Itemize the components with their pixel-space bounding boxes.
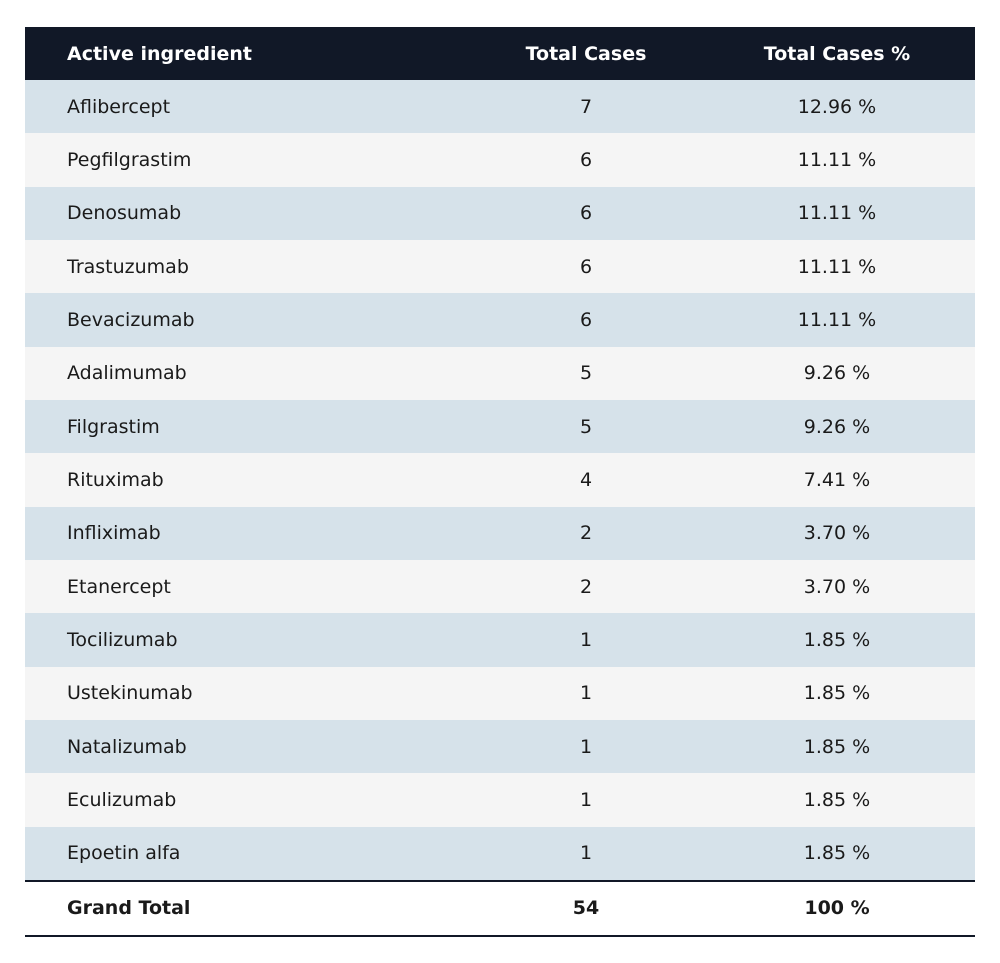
cell: Ustekinumab: [67, 682, 193, 705]
table-row: Adalimumab 5 9.26 %: [25, 346, 975, 400]
table-row: Infliximab 2 3.70 %: [25, 506, 975, 560]
table-row: Pegfilgrastim 6 11.11 %: [25, 133, 975, 187]
cell: 6: [579, 202, 593, 225]
cell: 6: [579, 308, 593, 331]
header-cell: Total Cases %: [763, 42, 911, 65]
cell: 1: [579, 682, 593, 705]
cell: Eculizumab: [67, 788, 177, 811]
cell: Aflibercept: [67, 95, 171, 118]
cell: 11.11 %: [797, 308, 877, 331]
cell: 1.85 %: [803, 842, 871, 865]
cell: Etanercept: [67, 575, 171, 598]
table-row: Bevacizumab 6 11.11 %: [25, 293, 975, 347]
total-row: Grand Total 54 100 %: [25, 879, 975, 937]
cell: 11.11 %: [797, 202, 877, 225]
cell: Bevacizumab: [67, 308, 195, 331]
cell: Rituximab: [67, 468, 164, 491]
header-row: Active ingredient Total Cases Total Cases …: [25, 27, 975, 80]
table-row: Natalizumab 1 1.85 %: [25, 719, 975, 774]
cell: 6: [579, 148, 593, 171]
table-row: Eculizumab 1 1.85 %: [25, 773, 975, 827]
cell: 3.70 %: [803, 522, 871, 545]
cell: Tocilizumab: [67, 628, 178, 651]
table: Active ingredient Total Cases Total Cases …: [25, 27, 975, 937]
table-row: Filgrastim 5 9.26 %: [25, 399, 975, 454]
cell: 6: [579, 255, 593, 278]
cell: 9.26 %: [803, 362, 871, 385]
cell: 11.11 %: [797, 148, 877, 171]
cell: Natalizumab: [67, 735, 187, 758]
cell: 12.96 %: [797, 95, 877, 118]
cell: Denosumab: [67, 202, 182, 225]
cell: Trastuzumab: [67, 255, 189, 278]
cell: 1.85 %: [803, 628, 871, 651]
cell: Pegfilgrastim: [67, 148, 192, 171]
cell: 1: [579, 788, 593, 811]
cell: Epoetin alfa: [67, 842, 181, 865]
table-row: Rituximab 4 7.41 %: [25, 453, 975, 507]
cell: Filgrastim: [67, 415, 160, 438]
table-row: Denosumab 6 11.11 %: [25, 186, 975, 240]
cell: 1.85 %: [803, 788, 871, 811]
cell: 1.85 %: [803, 682, 871, 705]
cell: 1.85 %: [803, 735, 871, 758]
table-row: Ustekinumab 1 1.85 %: [25, 666, 975, 720]
cell: 2: [579, 575, 593, 598]
cell: 3.70 %: [803, 575, 871, 598]
table-row: Etanercept 2 3.70 %: [25, 559, 975, 614]
cell: 1: [579, 842, 593, 865]
cell: 4: [579, 468, 593, 491]
table-row: Tocilizumab 1 1.85 %: [25, 613, 975, 667]
cell: 1: [579, 628, 593, 651]
table-row: Epoetin alfa 1 1.85 %: [25, 826, 975, 880]
header-cell: Active ingredient: [67, 42, 252, 65]
cell: 7: [579, 95, 593, 118]
cell: 2: [579, 522, 593, 545]
cell: 11.11 %: [797, 255, 877, 278]
cell: 100 %: [804, 897, 870, 920]
cell: 7.41 %: [803, 468, 871, 491]
table-row: Trastuzumab 6 11.11 %: [25, 239, 975, 294]
table-row: Aflibercept 7 12.96 %: [25, 80, 975, 134]
cell: Grand Total: [67, 897, 191, 920]
cell: 1: [579, 735, 593, 758]
cell: 5: [579, 362, 593, 385]
cell: Infliximab: [67, 522, 161, 545]
header-cell: Total Cases: [525, 42, 647, 65]
cell: 5: [579, 415, 593, 438]
cell: 54: [572, 897, 600, 920]
cell: Adalimumab: [67, 362, 187, 385]
cell: 9.26 %: [803, 415, 871, 438]
